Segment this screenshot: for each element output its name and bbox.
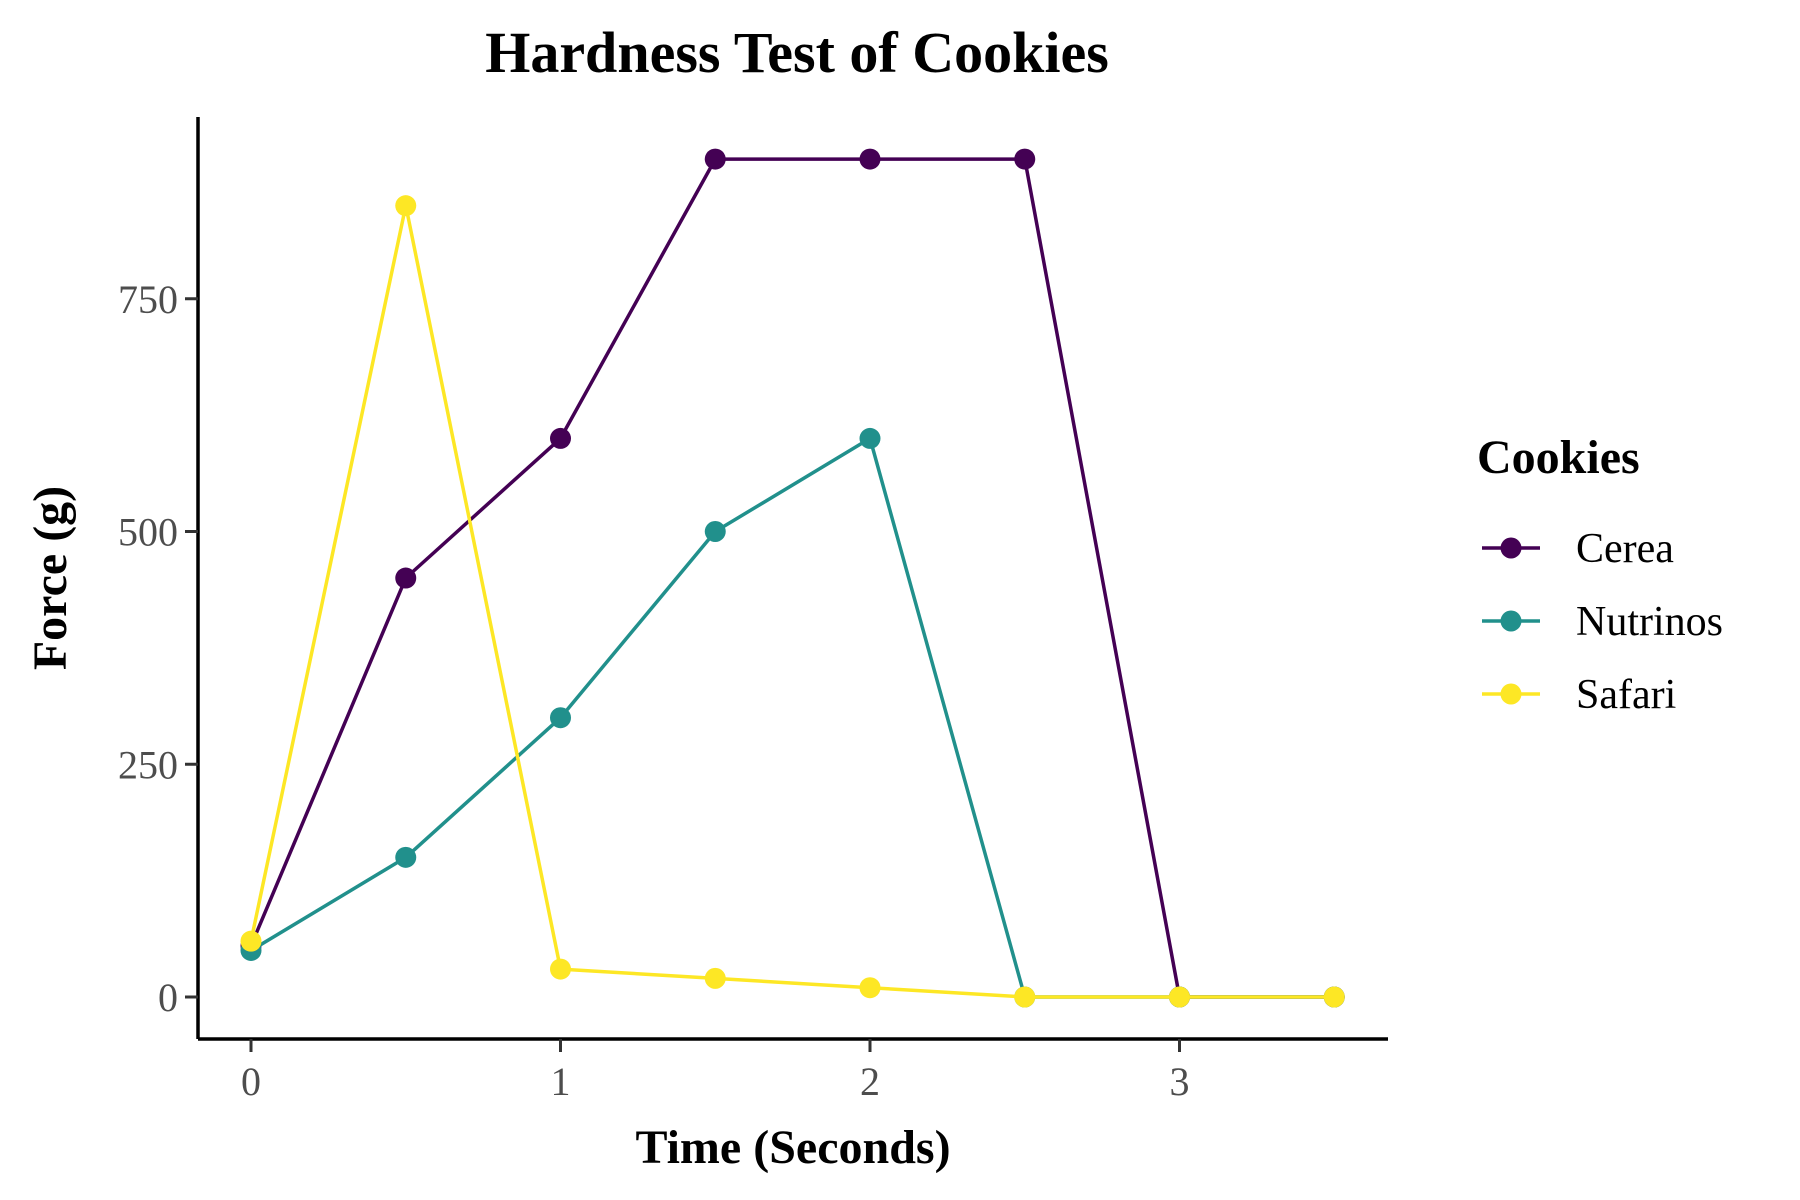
x-axis-ticks: 0 1 2 3 [241, 1039, 1190, 1104]
series-line-safari [249, 203, 1335, 999]
data-point-cerea [704, 148, 726, 170]
x-tick-label: 1 [551, 1059, 571, 1104]
data-point-nutrinos [704, 521, 726, 542]
legend-key-point [1500, 537, 1522, 559]
y-tick-label: 750 [118, 277, 178, 322]
series-cerea [240, 148, 1345, 1008]
series-nutrinos [240, 427, 1345, 1008]
series-line-cerea [249, 157, 1335, 999]
x-tick-label: 2 [860, 1059, 880, 1104]
data-point-nutrinos [395, 846, 417, 868]
y-tick-label: 250 [118, 742, 178, 787]
data-point-safari [859, 977, 881, 999]
data-point-cerea [550, 427, 571, 449]
legend-item-cerea: Cerea [1482, 526, 1674, 572]
x-tick-label: 3 [1170, 1059, 1190, 1104]
data-point-safari [240, 930, 262, 952]
data-point-safari [550, 958, 571, 980]
data-point-nutrinos [550, 707, 571, 729]
legend-label: Safari [1576, 672, 1676, 718]
x-tick-label: 0 [241, 1059, 261, 1104]
x-axis-title: Time (Seconds) [635, 1121, 950, 1174]
legend-label: Nutrinos [1576, 599, 1723, 645]
legend: Cookies Cerea Nutrinos Safari [1477, 431, 1723, 718]
data-point-nutrinos [859, 427, 881, 449]
y-axis-ticks: 0 250 500 750 [118, 277, 198, 1020]
data-point-cerea [395, 567, 417, 589]
legend-items: Cerea Nutrinos Safari [1482, 526, 1723, 718]
legend-item-safari: Safari [1482, 672, 1676, 718]
series-layer [240, 148, 1345, 1008]
data-point-safari [704, 967, 726, 989]
data-point-safari [1014, 986, 1036, 1008]
y-axis-title: Force (g) [24, 486, 77, 670]
data-point-safari [395, 195, 417, 217]
series-line-nutrinos [250, 436, 1335, 999]
legend-key-point [1500, 683, 1522, 705]
y-tick-label: 500 [118, 510, 178, 555]
legend-item-nutrinos: Nutrinos [1482, 599, 1723, 645]
legend-label: Cerea [1576, 526, 1674, 572]
data-point-cerea [859, 148, 881, 170]
legend-key-point [1500, 610, 1522, 632]
legend-title: Cookies [1477, 431, 1640, 484]
data-point-cerea [1014, 148, 1036, 170]
plot-area: 0 250 500 750 0 1 2 3 [118, 117, 1388, 1104]
y-tick-label: 0 [158, 975, 178, 1020]
series-safari [240, 195, 1345, 1008]
chart-title: Hardness Test of Cookies [485, 20, 1109, 85]
data-point-safari [1169, 986, 1190, 1008]
data-point-safari [1323, 986, 1345, 1008]
